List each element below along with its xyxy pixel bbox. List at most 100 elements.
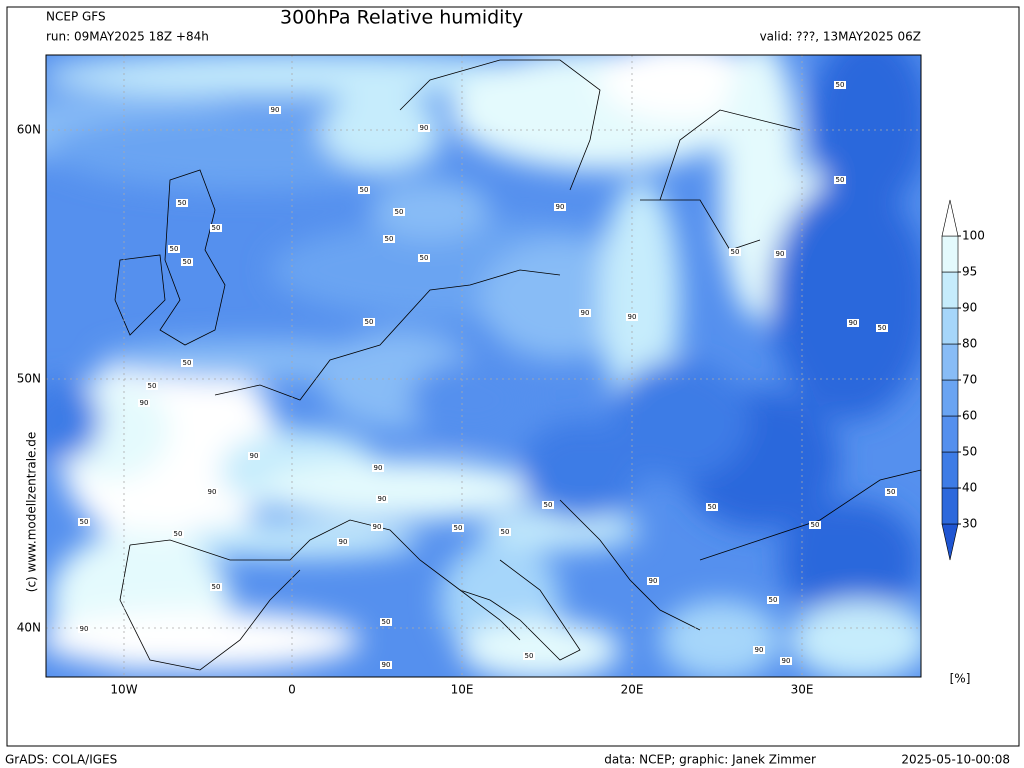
contour-label: 50: [395, 208, 404, 216]
map-border: [45, 54, 922, 678]
contour-label-box: [372, 464, 384, 472]
coastline: [559, 499, 701, 631]
contour-label: 90: [776, 250, 785, 258]
colorbar-label: 40: [962, 481, 977, 495]
humidity-area: [180, 522, 420, 558]
map-overlay: 60N 50N 40N 10W 0 10E 20E 30E 90 90 50 50 50 50 50 50 50…: [17, 55, 922, 697]
contour-label: 50: [811, 521, 820, 529]
contour-label-box: [168, 245, 180, 253]
contour-label: 50: [365, 318, 374, 326]
humidity-area: [610, 360, 750, 480]
coastline: [399, 59, 601, 191]
contour-label: 90: [80, 625, 89, 633]
contour-label-box: [337, 538, 349, 546]
contour-label: 90: [250, 452, 259, 460]
colorbar-label: 80: [962, 337, 977, 351]
humidity-area: [460, 620, 620, 677]
contour-label: 90: [373, 523, 382, 531]
contour-label-box: [206, 488, 218, 496]
contour-label-box: [138, 399, 150, 407]
colorbar-label: 100: [962, 229, 985, 243]
coastline: [459, 559, 581, 661]
contour-label-box: [554, 203, 566, 211]
contour-label: 50: [525, 652, 534, 660]
colorbar-segment: [941, 451, 959, 489]
contour-label: 50: [836, 81, 845, 89]
humidity-area: [600, 180, 680, 420]
model-name: NCEP GFS: [46, 10, 106, 24]
contour-label: 90: [382, 661, 391, 669]
humidity-area: [810, 55, 921, 210]
contour-label: 50: [174, 530, 183, 538]
colorbar-segment: [941, 235, 959, 273]
field: [46, 55, 921, 677]
contour-label-box: [210, 583, 222, 591]
contour-label: 50: [878, 324, 887, 332]
contour-label-box: [876, 324, 888, 332]
contour-label: 50: [360, 186, 369, 194]
contour-label-box: [358, 186, 370, 194]
contour-label: 90: [556, 203, 565, 211]
longitude-label: 10E: [451, 683, 474, 697]
contour-label-box: [847, 319, 859, 327]
humidity-area: [260, 460, 540, 520]
contour-label: 90: [271, 106, 280, 114]
colorbar-segment: [941, 343, 959, 381]
contour-label-box: [418, 254, 430, 262]
contour-label: 90: [782, 657, 791, 665]
humidity-area: [780, 500, 920, 620]
colorbar-label: 70: [962, 373, 977, 387]
contour-label-box: [729, 248, 741, 256]
frame: [6, 6, 1020, 747]
contour-label: 50: [212, 224, 221, 232]
contour-label: 90: [581, 309, 590, 317]
contour-label-box: [542, 501, 554, 509]
contour-label-box: [269, 106, 281, 114]
contour-label: 50: [769, 596, 778, 604]
contour-label: 90: [374, 464, 383, 472]
longitude-label: 0: [288, 683, 296, 697]
footer-right: 2025-05-10-00:08: [901, 753, 1010, 767]
contour-label-box: [885, 488, 897, 496]
contour-label: 50: [385, 235, 394, 243]
contour-label: 50: [501, 528, 510, 536]
colorbar-label: 95: [962, 265, 977, 279]
coastline: [114, 254, 166, 336]
coastline: [119, 544, 301, 671]
contour-label-box: [210, 224, 222, 232]
humidity-area: [660, 600, 780, 677]
contour-label: 90: [339, 538, 348, 546]
contour-label-box: [809, 521, 821, 529]
contour-label: 50: [80, 518, 89, 526]
humidity-area: [520, 420, 640, 520]
latitude-label: 60N: [17, 123, 41, 137]
contour-label-box: [499, 528, 511, 536]
humidity-area: [46, 380, 100, 460]
colorbar-label: 50: [962, 445, 977, 459]
humidity-area: [410, 360, 530, 440]
contour-label: 50: [382, 618, 391, 626]
humidity-area: [46, 55, 560, 97]
contour-label-box: [380, 618, 392, 626]
colorbar-label: 90: [962, 301, 977, 315]
colorbar-segment: [941, 379, 959, 417]
contour-label-box: [523, 652, 535, 660]
map-title: 300hPa Relative humidity: [280, 7, 523, 29]
contour-label-box: [380, 661, 392, 669]
humidity-area: [790, 600, 921, 677]
contour-label: 50: [178, 199, 187, 207]
colorbar-segment: [941, 415, 959, 453]
humidity-area: [770, 180, 921, 420]
colorbar-label: 60: [962, 409, 977, 423]
contour-label: 50: [183, 359, 192, 367]
contour-label: 90: [208, 488, 217, 496]
contour-label-box: [626, 313, 638, 321]
contour-label-box: [78, 625, 90, 633]
contour-label-box: [248, 452, 260, 460]
contour-label-box: [834, 176, 846, 184]
contour-label-box: [371, 523, 383, 531]
credit: (c) www.modellzentrale.de: [25, 432, 39, 592]
footer-left: GrADS: COLA/IGES: [5, 753, 117, 767]
valid-info: valid: ???, 13MAY2025 06Z: [760, 30, 921, 44]
contour-label: 90: [649, 577, 658, 585]
